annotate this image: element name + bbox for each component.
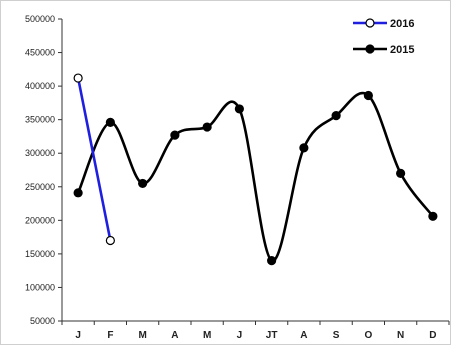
series-2015: [73, 90, 438, 266]
y-tick-label: 300000: [25, 148, 55, 158]
x-tick-label: A: [171, 330, 178, 341]
y-tick-label: 350000: [25, 115, 55, 125]
series-line-2015: [76, 91, 434, 262]
series-2016: [73, 73, 115, 246]
legend: 2016 2015: [353, 18, 414, 56]
data-point-2015-J: [234, 104, 244, 114]
legend-label-2015: 2015: [390, 44, 414, 56]
legend-marker-2015: [365, 44, 375, 54]
y-tick-label: 200000: [25, 215, 55, 225]
legend-marker-2016: [365, 18, 375, 28]
data-point-2015-N: [396, 168, 406, 178]
data-point-2015-J: [73, 188, 83, 198]
data-point-2015-S: [331, 111, 341, 121]
series-layer: [73, 73, 438, 266]
x-tick-label: A: [300, 330, 307, 341]
x-tick-label: S: [333, 330, 340, 341]
x-tick-label: D: [429, 330, 436, 341]
data-point-2016-F: [105, 235, 115, 246]
data-point-2015-D: [428, 211, 438, 221]
x-tick-label: O: [364, 330, 372, 341]
y-tick-label: 500000: [25, 14, 55, 24]
data-point-2015-A: [299, 143, 309, 153]
y-tick-label: 50000: [30, 316, 55, 326]
y-tick-label: 450000: [25, 48, 55, 58]
y-tick-label: 100000: [25, 282, 55, 292]
x-tick-label: JT: [266, 330, 278, 341]
data-point-2015-F: [105, 117, 115, 127]
data-point-2015-JT: [267, 256, 277, 266]
data-point-2015-M: [138, 178, 148, 189]
y-tick-label: 250000: [25, 182, 55, 192]
legend-label-2016: 2016: [390, 18, 414, 30]
y-axis-ticks: 50000 100000 150000 200000 250000 300000 35000…: [25, 14, 62, 326]
x-tick-label: J: [237, 330, 243, 341]
y-tick-label: 400000: [25, 81, 55, 91]
x-tick-label: M: [138, 330, 146, 341]
data-point-2015-O: [363, 90, 373, 101]
data-point-2015-M: [202, 122, 212, 132]
data-point-2016-J: [73, 73, 83, 83]
y-tick-label: 150000: [25, 249, 55, 259]
axes: [61, 19, 449, 322]
x-tick-label: N: [397, 330, 404, 341]
x-tick-label: J: [75, 330, 81, 341]
data-point-2015-A: [170, 130, 180, 140]
x-tick-label: M: [203, 330, 211, 341]
series-line-2016: [76, 77, 112, 241]
x-tick-label: F: [107, 330, 113, 341]
x-axis-ticks: J F M A M J JT A S O N D: [61, 321, 450, 341]
